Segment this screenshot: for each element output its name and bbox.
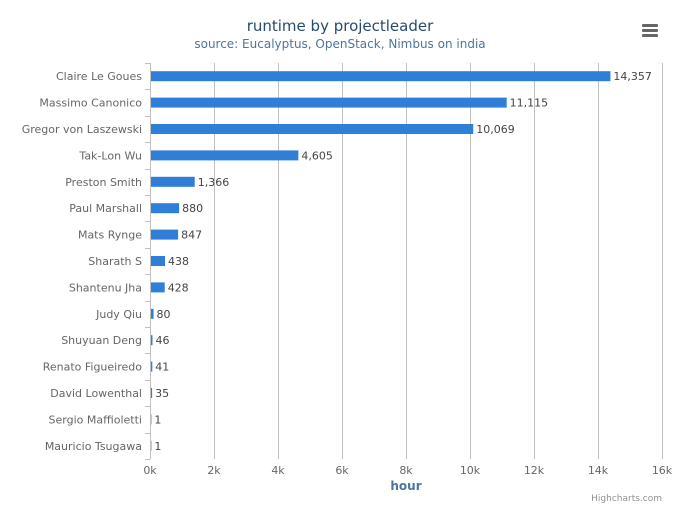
x-tick-label: 4k	[271, 464, 285, 477]
data-label: 1	[154, 440, 161, 453]
data-label: 80	[157, 308, 171, 321]
y-category-label: Gregor von Laszewski	[22, 123, 142, 136]
data-label: 11,115	[510, 97, 549, 110]
highcharts-credits[interactable]: Highcharts.com	[591, 494, 662, 504]
bar	[151, 124, 474, 134]
y-category-label: David Lowenthal	[50, 387, 142, 400]
x-tick-label: 14k	[588, 464, 609, 477]
y-category-label: Sergio Maffioletti	[49, 413, 142, 426]
y-category-label: Shantenu Jha	[69, 281, 142, 294]
data-label: 4,605	[301, 149, 333, 162]
x-tick-label: 6k	[335, 464, 349, 477]
data-label: 10,069	[476, 123, 515, 136]
x-tick-label: 2k	[207, 464, 221, 477]
bar	[151, 71, 611, 82]
x-axis-title: hour	[390, 479, 421, 493]
y-category-label: Renato Figueiredo	[43, 361, 143, 374]
data-label: 438	[168, 255, 189, 268]
data-label: 847	[181, 229, 202, 242]
y-category-label: Massimo Canonico	[39, 97, 142, 110]
x-tick-label: 12k	[524, 464, 545, 477]
data-label: 35	[155, 387, 169, 400]
bar	[151, 361, 153, 372]
bar	[151, 308, 154, 319]
data-label: 14,357	[613, 70, 652, 83]
chart-title: runtime by projectleader	[246, 17, 434, 35]
y-category-label: Tak-Lon Wu	[78, 149, 142, 162]
data-label: 1,366	[198, 176, 230, 189]
y-category-label: Preston Smith	[65, 176, 142, 189]
bar	[151, 256, 166, 266]
bars	[151, 71, 611, 451]
data-label: 428	[168, 281, 189, 294]
grid-lines	[145, 63, 663, 460]
x-tick-label: 8k	[399, 464, 413, 477]
data-label: 880	[182, 202, 203, 215]
data-label: 1	[154, 413, 161, 426]
hamburger-menu-icon[interactable]	[640, 22, 660, 38]
bar	[151, 229, 179, 240]
y-category-label: Paul Marshall	[69, 202, 142, 215]
bar	[151, 150, 299, 161]
bar	[151, 388, 153, 398]
y-category-label: Claire Le Goues	[56, 70, 142, 83]
y-category-label: Shuyuan Deng	[61, 334, 142, 347]
bar	[151, 176, 195, 187]
y-category-label: Mats Rynge	[78, 229, 142, 242]
y-category-label: Sharath S	[88, 255, 142, 268]
bar	[151, 203, 180, 214]
data-label: 46	[155, 334, 169, 347]
data-label: 41	[155, 361, 169, 374]
bar	[151, 97, 507, 108]
bar	[151, 335, 153, 346]
chart-subtitle: source: Eucalyptus, OpenStack, Nimbus on…	[194, 37, 486, 51]
x-tick-label: 16k	[652, 464, 673, 477]
y-category-label: Judy Qiu	[95, 308, 142, 321]
bar	[151, 282, 165, 293]
x-tick-label: 10k	[460, 464, 481, 477]
y-category-label: Mauricio Tsugawa	[45, 440, 142, 453]
x-tick-label: 0k	[143, 464, 157, 477]
